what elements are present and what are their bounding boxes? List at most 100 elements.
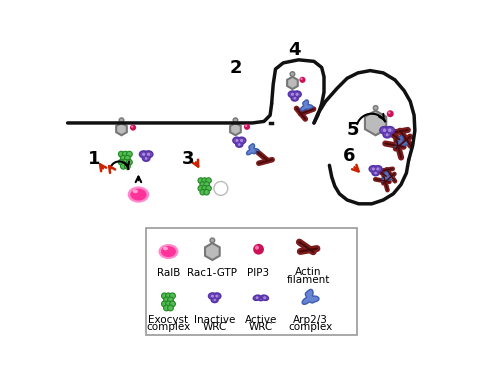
Polygon shape (302, 290, 319, 304)
Circle shape (122, 159, 128, 165)
Circle shape (166, 301, 172, 307)
Polygon shape (300, 100, 313, 111)
Polygon shape (116, 123, 127, 135)
Ellipse shape (142, 156, 150, 161)
Circle shape (255, 246, 259, 250)
Ellipse shape (212, 298, 218, 303)
Circle shape (164, 305, 170, 311)
Circle shape (263, 296, 266, 300)
Ellipse shape (128, 187, 149, 203)
Text: WRC: WRC (202, 322, 227, 332)
Ellipse shape (369, 166, 378, 172)
Circle shape (118, 151, 124, 157)
Circle shape (200, 190, 205, 195)
Circle shape (206, 178, 212, 183)
Circle shape (162, 301, 168, 307)
Circle shape (170, 301, 175, 307)
Ellipse shape (161, 246, 176, 257)
Ellipse shape (238, 137, 246, 144)
Text: complex: complex (146, 322, 190, 332)
Circle shape (244, 124, 250, 130)
Polygon shape (287, 77, 298, 89)
Circle shape (382, 128, 387, 133)
Ellipse shape (163, 247, 168, 250)
Circle shape (388, 111, 390, 114)
Circle shape (235, 139, 239, 142)
Circle shape (374, 106, 378, 110)
Polygon shape (230, 123, 241, 135)
Ellipse shape (374, 166, 382, 172)
Ellipse shape (144, 151, 152, 157)
Text: 1: 1 (88, 150, 101, 168)
Circle shape (170, 293, 175, 299)
Ellipse shape (132, 190, 138, 193)
Circle shape (253, 244, 264, 255)
Circle shape (385, 133, 389, 137)
Ellipse shape (208, 293, 216, 299)
Text: 4: 4 (288, 41, 301, 59)
Circle shape (293, 97, 296, 100)
Circle shape (168, 297, 173, 303)
Text: complex: complex (288, 322, 333, 332)
Circle shape (206, 185, 212, 191)
Text: 3: 3 (182, 150, 194, 168)
Circle shape (168, 305, 173, 311)
Circle shape (290, 72, 295, 76)
Circle shape (214, 182, 228, 195)
Circle shape (166, 293, 172, 299)
Text: Actin: Actin (296, 267, 322, 277)
Circle shape (233, 118, 238, 123)
Circle shape (142, 152, 146, 156)
Ellipse shape (385, 127, 394, 134)
Text: filament: filament (287, 275, 331, 285)
Circle shape (200, 182, 205, 187)
Text: 5: 5 (347, 121, 360, 139)
Circle shape (124, 155, 130, 161)
Text: Rac1-GTP: Rac1-GTP (188, 268, 238, 278)
Circle shape (164, 297, 170, 303)
Circle shape (198, 178, 203, 183)
Circle shape (388, 128, 392, 133)
Circle shape (144, 157, 148, 160)
Polygon shape (382, 171, 394, 182)
Circle shape (162, 293, 168, 299)
Text: Arp2/3: Arp2/3 (292, 315, 328, 325)
Text: RalB: RalB (157, 268, 180, 278)
Polygon shape (394, 136, 408, 147)
Circle shape (300, 78, 302, 80)
Circle shape (255, 296, 259, 300)
Circle shape (198, 185, 203, 191)
Circle shape (387, 110, 394, 117)
Circle shape (215, 294, 219, 298)
Text: 2: 2 (230, 59, 242, 77)
Ellipse shape (254, 295, 261, 300)
Ellipse shape (158, 244, 178, 259)
Ellipse shape (293, 91, 301, 97)
Ellipse shape (233, 137, 241, 144)
Circle shape (204, 190, 210, 195)
Ellipse shape (380, 127, 389, 134)
Text: Exocyst: Exocyst (148, 315, 188, 325)
Ellipse shape (288, 91, 296, 97)
Circle shape (210, 238, 214, 243)
Circle shape (300, 77, 306, 83)
Circle shape (118, 159, 124, 165)
Circle shape (202, 185, 207, 191)
Polygon shape (365, 111, 386, 135)
Circle shape (130, 124, 136, 131)
Ellipse shape (140, 151, 148, 157)
Circle shape (126, 151, 132, 157)
Text: WRC: WRC (248, 322, 273, 332)
Ellipse shape (372, 170, 379, 176)
Circle shape (245, 125, 248, 127)
Ellipse shape (383, 132, 391, 138)
Polygon shape (246, 144, 259, 155)
Ellipse shape (130, 189, 146, 200)
Circle shape (372, 167, 376, 171)
Circle shape (119, 118, 124, 123)
Circle shape (204, 182, 210, 187)
Circle shape (126, 159, 132, 165)
Circle shape (131, 126, 134, 128)
Circle shape (376, 167, 380, 171)
Polygon shape (205, 243, 220, 260)
